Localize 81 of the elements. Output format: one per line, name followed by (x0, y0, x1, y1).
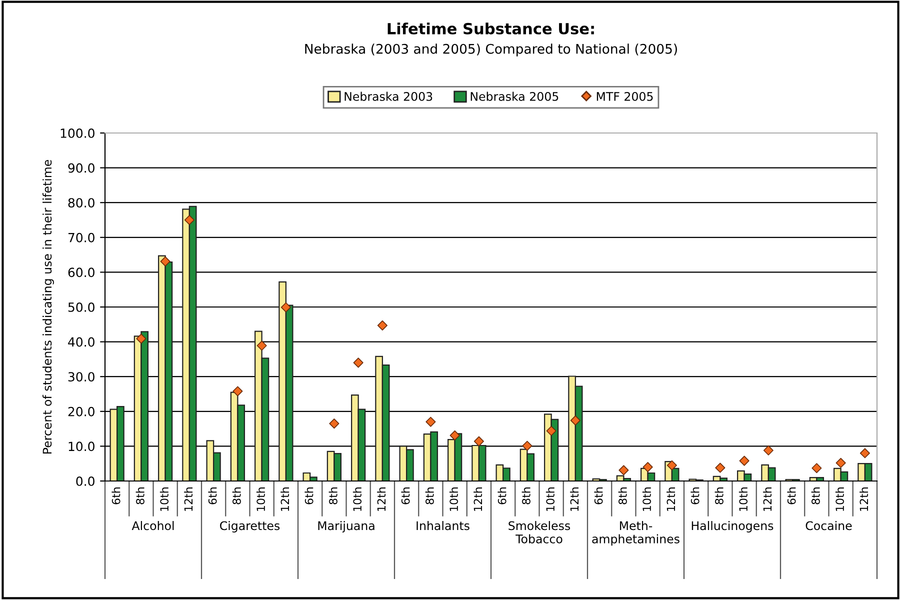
y-tick-label: 30.0 (68, 372, 94, 382)
x-tick-label: 8th (232, 488, 241, 504)
point (812, 463, 822, 474)
point (618, 465, 629, 476)
legend-label: Nebraska 2005 (470, 92, 558, 101)
text: Cigarettes (220, 521, 280, 532)
x-tick-label: 6th (304, 488, 314, 504)
y-tick-label: 50.0 (68, 302, 94, 312)
point (474, 436, 484, 446)
x-tick-label: 10th (256, 488, 266, 511)
y-tick-label: 90.0 (68, 163, 94, 173)
text: Cocaine (806, 521, 852, 530)
point (232, 386, 243, 396)
y-tick-label: 40.0 (68, 337, 94, 347)
y-tick-label: 70.0 (68, 232, 94, 242)
x-tick-label: 6th (208, 488, 217, 504)
x-tick-label: 6th (401, 488, 410, 504)
text: Marijuana (318, 521, 374, 532)
text: Smokeless Tobacco (508, 521, 570, 544)
x-tick-label: 6th (594, 488, 603, 504)
chart-title: Lifetime Substance Use: (388, 22, 594, 34)
point (136, 334, 146, 344)
legend-label: Nebraska 2003 (344, 92, 432, 101)
point (642, 462, 653, 472)
point (522, 440, 532, 451)
point (184, 214, 194, 226)
y-tick-label: 20.0 (68, 406, 94, 416)
x-tick-label: 6th (498, 488, 506, 504)
x-tick-label: 8th (714, 488, 724, 504)
x-tick-label: 10th (835, 488, 844, 511)
x-tick-label: 12th (763, 488, 772, 511)
legend-label: MTF 2005 (596, 92, 653, 101)
x-tick-label: 10th (642, 488, 652, 511)
x-tick-label: 12th (280, 488, 290, 511)
x-tick-label: 6th (690, 488, 700, 504)
x-tick-label: 8th (136, 488, 144, 504)
point (570, 415, 580, 426)
point (329, 418, 340, 429)
text: Alcohol (132, 521, 174, 530)
x-tick-label: 10th (352, 488, 362, 511)
point (666, 460, 677, 470)
chart-subtitle: Nebraska (2003 and 2005) Compared to National (2005) (305, 44, 677, 56)
x-tick-label: 12th (184, 488, 193, 511)
x-tick-label: 12th (570, 488, 579, 511)
y-tick-label: 60.0 (68, 268, 94, 278)
x-tick-label: 12th (474, 488, 482, 511)
x-tick-label: 12th (377, 488, 386, 511)
text: Meth- amphetamines (592, 521, 680, 546)
text: Inhalants (416, 521, 470, 530)
x-tick-label: 10th (449, 488, 458, 511)
x-tick-label: 10th (546, 488, 555, 511)
x-tick-label: 10th (738, 488, 748, 511)
point (450, 430, 460, 440)
point (715, 462, 726, 473)
x-tick-label: 8th (425, 488, 434, 504)
point (377, 320, 388, 330)
text: Hallucinogens (692, 521, 774, 532)
x-tick-label: 8th (811, 488, 820, 504)
x-tick-label: 8th (618, 488, 627, 504)
point (739, 456, 750, 466)
point (160, 256, 170, 266)
y-tick-label: 10.0 (68, 442, 94, 452)
x-tick-label: 6th (112, 488, 120, 504)
y-tick-label: 80.0 (68, 198, 94, 208)
point (280, 302, 291, 312)
point (353, 358, 364, 368)
point (763, 445, 774, 456)
x-tick-label: 12th (860, 488, 868, 511)
x-tick-label: 10th (160, 488, 169, 511)
point (256, 340, 267, 351)
x-tick-label: 6th (787, 488, 796, 504)
y-tick-label: 0.0 (76, 476, 94, 486)
x-tick-label: 8th (328, 488, 338, 504)
point (546, 426, 556, 436)
y-axis-title: Percent of students indicating use in their lifetime (42, 160, 54, 454)
y-tick-label: 100.0 (60, 128, 94, 138)
point (836, 458, 846, 468)
x-tick-label: 12th (666, 488, 676, 511)
point (426, 416, 436, 427)
point (860, 448, 870, 458)
x-tick-label: 8th (522, 488, 530, 504)
